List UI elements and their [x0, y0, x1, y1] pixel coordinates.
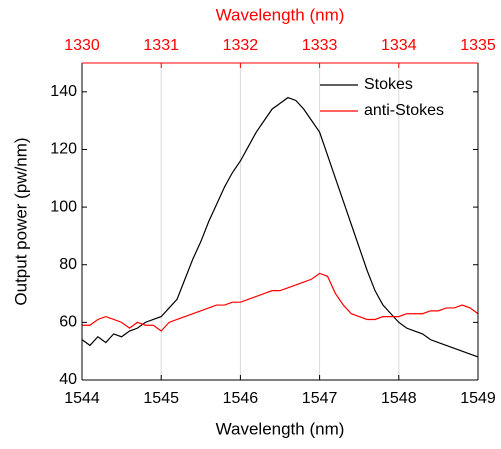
x2-tick-label: 1333	[302, 37, 338, 54]
x2-tick-label: 1330	[64, 37, 100, 54]
y-tick-label: 120	[50, 141, 77, 158]
y-tick-label: 80	[59, 256, 77, 273]
x-axis-label: Wavelength (nm)	[216, 419, 345, 438]
y-axis-label: Output power (pw/nm)	[11, 137, 30, 305]
series-line	[82, 272, 479, 332]
x-tick-label: 1547	[302, 390, 338, 407]
x2-tick-label: 1332	[223, 37, 259, 54]
y-tick-label: 140	[50, 83, 77, 100]
y-tick-label: 100	[50, 198, 77, 215]
x-tick-label: 1546	[223, 390, 259, 407]
legend-label: anti-Stokes	[364, 102, 444, 119]
y-tick-label: 40	[59, 371, 77, 388]
x2-axis-label: Wavelength (nm)	[216, 5, 345, 24]
legend-label: Stokes	[364, 76, 413, 93]
x2-tick-label: 1331	[143, 37, 179, 54]
x2-tick-label: 1334	[381, 37, 417, 54]
series-line	[81, 96, 479, 358]
x-tick-label: 1548	[381, 390, 417, 407]
y-tick-label: 60	[59, 314, 77, 331]
x2-tick-label: 1335	[460, 37, 496, 54]
x-tick-label: 1549	[460, 390, 496, 407]
x-tick-label: 1544	[64, 390, 100, 407]
x-tick-label: 1545	[143, 390, 179, 407]
